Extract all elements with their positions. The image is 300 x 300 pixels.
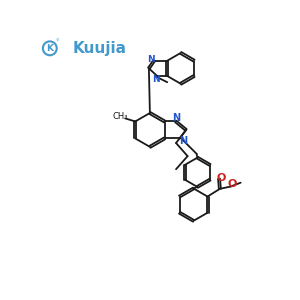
Text: °: °: [56, 39, 59, 45]
Text: Kuujia: Kuujia: [73, 41, 127, 56]
Text: N: N: [153, 75, 160, 84]
Text: CH₃: CH₃: [112, 112, 128, 121]
Text: N: N: [172, 112, 181, 123]
Text: O: O: [227, 179, 237, 189]
Text: K: K: [46, 44, 53, 53]
Text: N: N: [179, 136, 187, 146]
Text: O: O: [217, 173, 226, 183]
Text: N: N: [147, 56, 155, 64]
